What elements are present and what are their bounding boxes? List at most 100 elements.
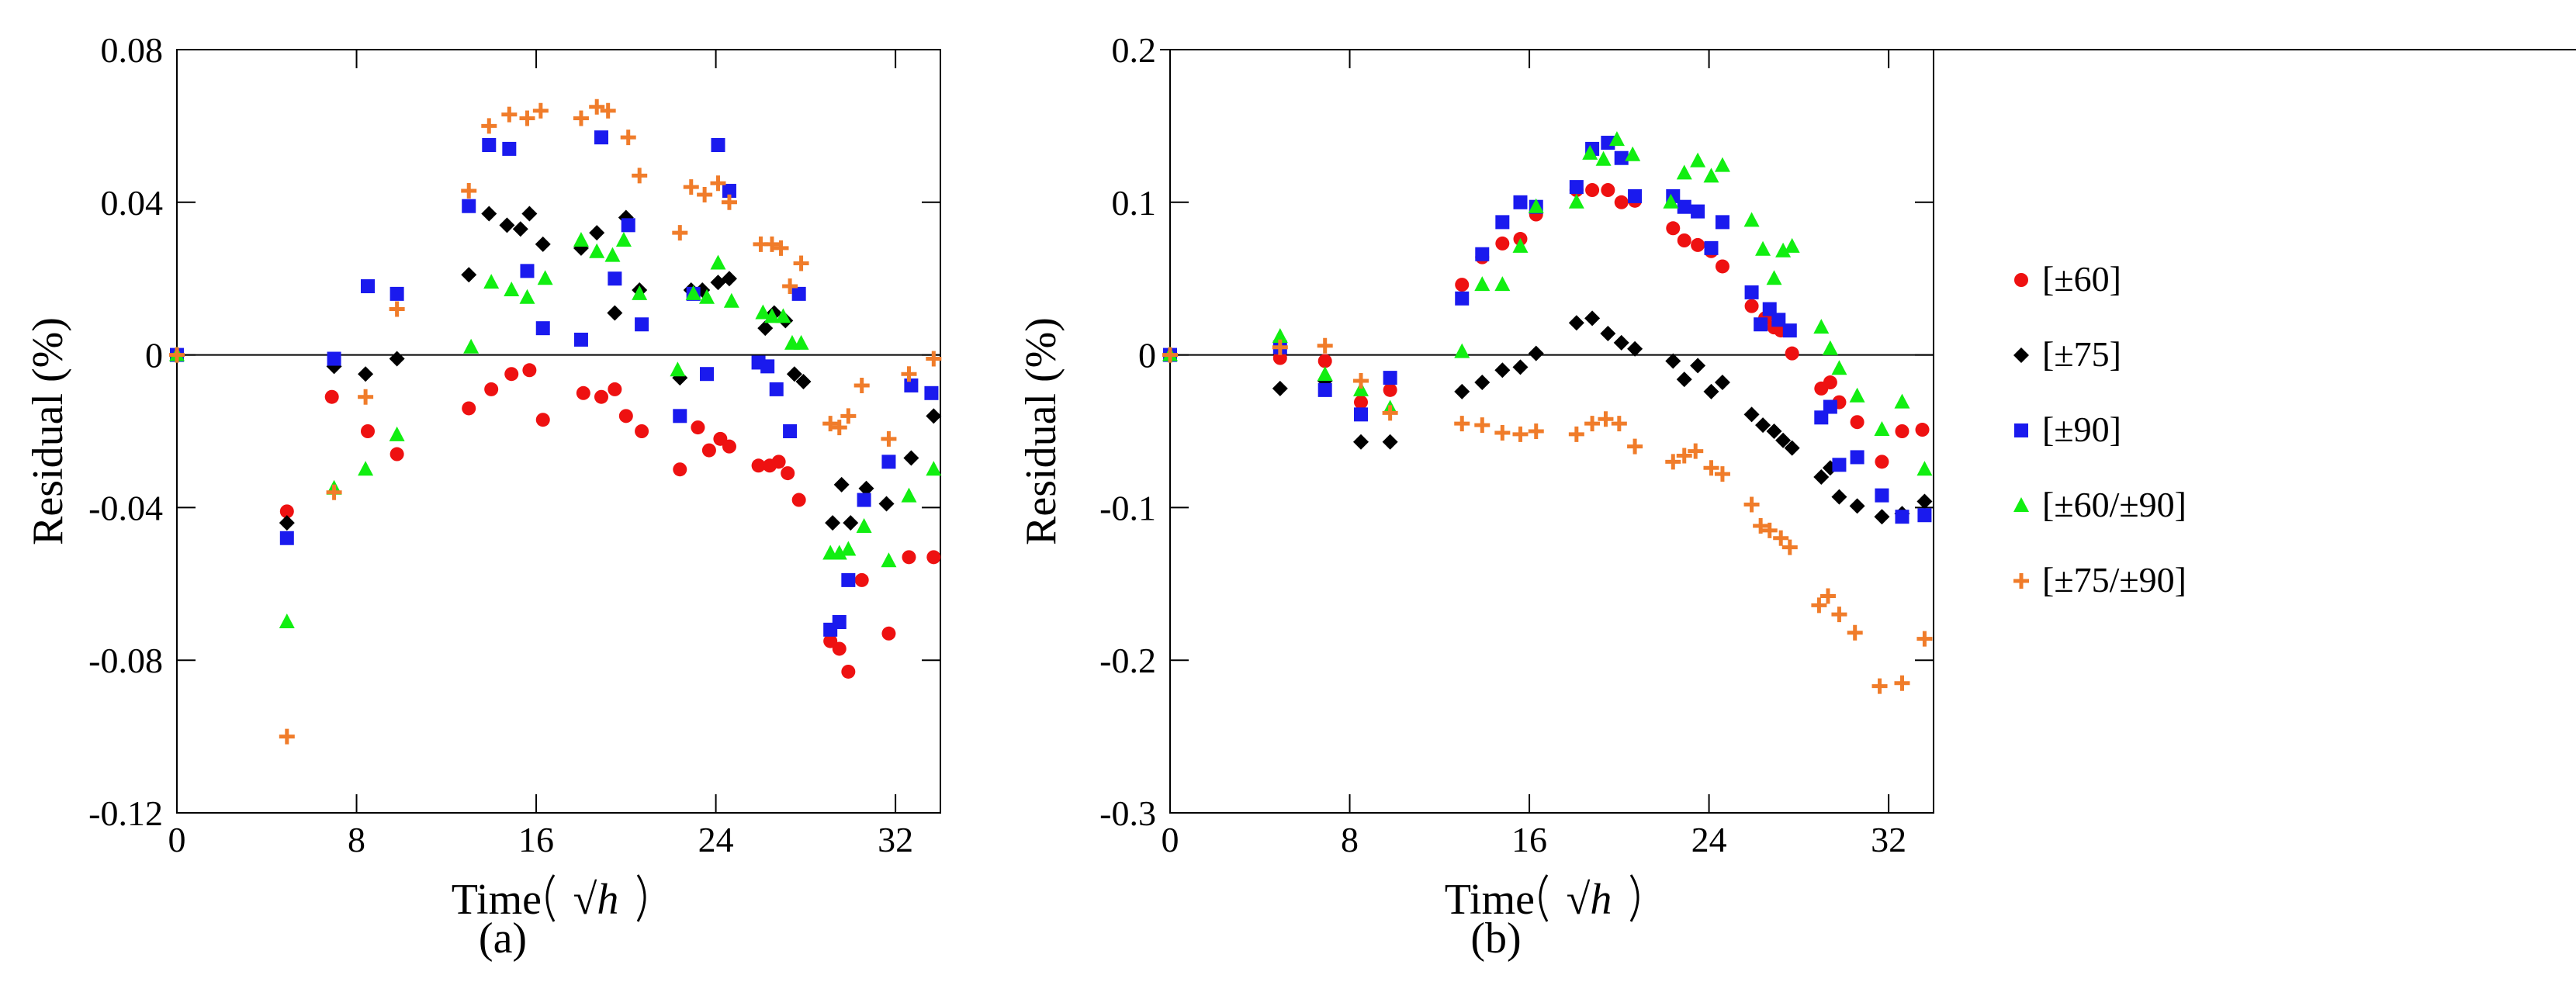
data-point-a-circle <box>361 424 375 438</box>
data-point-a-plus <box>573 110 589 126</box>
data-point-a-circle <box>279 504 294 519</box>
data-point-a-square <box>482 138 497 152</box>
chart-panel-a: 0.080.040-0.04-0.08-0.120 8 16 24 32Residual… <box>24 30 942 963</box>
data-point-b-plus <box>1761 522 1778 538</box>
data-point-b-plus <box>1916 631 1933 647</box>
data-point-a-plus <box>881 430 897 447</box>
data-point-b-diamond <box>1353 434 1369 450</box>
x-axis-label-unit-b: √h <box>1567 876 1612 924</box>
data-point-b-diamond <box>1494 362 1511 379</box>
data-point-a-diamond <box>843 515 859 531</box>
data-point-a-diamond <box>521 206 538 222</box>
data-point-a-diamond <box>858 480 874 496</box>
data-point-b-plus <box>1598 411 1614 427</box>
data-point-b-diamond <box>1627 340 1643 357</box>
data-point-a-diamond <box>279 515 295 531</box>
data-point-a-triangle <box>604 247 621 262</box>
data-point-a-circle <box>771 455 786 469</box>
data-point-a-square <box>769 382 784 396</box>
data-point-a-triangle <box>463 338 480 354</box>
data-point-a-plus <box>853 377 870 393</box>
data-point-b-plus <box>1611 416 1627 432</box>
data-point-b-square <box>1782 323 1797 338</box>
data-point-a-plus <box>519 110 535 126</box>
legend-marker-triangle <box>2013 497 2029 512</box>
y-tick-label-a: -0.08 <box>88 641 163 680</box>
data-point-b-diamond <box>1568 315 1584 331</box>
data-point-b-triangle <box>1784 237 1800 253</box>
data-point-b-square <box>1677 199 1691 214</box>
x-axis-label-paren-right-b <box>1629 874 1639 922</box>
data-point-b-triangle <box>1568 193 1584 209</box>
data-point-a-circle <box>722 439 736 454</box>
data-point-a-diamond <box>512 221 528 237</box>
data-point-a-triangle <box>483 274 500 289</box>
data-point-a-plus <box>710 175 726 192</box>
data-point-b-plus <box>1676 448 1692 464</box>
data-point-a-square <box>722 184 736 199</box>
data-point-a-plus <box>358 389 374 405</box>
data-point-a-square <box>390 286 404 301</box>
data-point-b-diamond <box>1849 498 1865 514</box>
x-tick-label-a: 8 <box>348 820 365 859</box>
series-a-3 <box>170 130 939 637</box>
plot-frame-b <box>1169 49 1934 814</box>
legend: [±60] [±75] [±90] [±60/±90] [±75/±90] <box>2013 259 2186 600</box>
data-point-b-diamond <box>1714 375 1730 391</box>
data-point-b-plus <box>1353 373 1369 389</box>
data-point-a-plus <box>600 102 616 119</box>
data-point-a-circle <box>781 466 795 481</box>
data-point-a-plus <box>793 255 809 271</box>
x-tick-label-b: 8 <box>1341 820 1359 859</box>
data-point-a-triangle <box>519 289 535 304</box>
data-point-b-plus <box>1847 624 1863 641</box>
y-tick-label-a: 0.04 <box>101 183 164 223</box>
data-point-b-circle <box>1895 424 1909 438</box>
data-point-a-circle <box>576 385 590 400</box>
data-point-b-triangle <box>1494 276 1511 292</box>
data-point-a-triangle <box>685 285 701 300</box>
data-point-a-diamond <box>607 305 623 321</box>
legend-item: [±75/±90] <box>2013 560 2186 600</box>
data-point-b-square <box>1762 302 1777 316</box>
data-point-a-diamond <box>535 236 551 252</box>
data-point-a-triangle <box>279 614 295 628</box>
data-point-b-triangle <box>1582 144 1598 160</box>
data-point-b-circle <box>1744 299 1759 313</box>
data-point-b-square <box>1715 215 1729 230</box>
data-point-b-circle <box>1317 354 1332 368</box>
data-point-a-square <box>673 409 687 423</box>
series-a-4 <box>169 232 942 628</box>
data-point-a-triangle <box>615 232 632 247</box>
data-point-b-circle <box>1495 236 1510 251</box>
data-point-a-diamond <box>903 450 919 466</box>
data-point-a-plus <box>763 236 780 252</box>
data-point-a-circle <box>484 382 499 396</box>
data-point-b-triangle <box>1766 270 1782 285</box>
data-point-b-diamond <box>1743 406 1760 423</box>
data-point-b-circle <box>1823 375 1837 390</box>
data-point-a-triangle <box>793 334 809 350</box>
data-point-a-triangle <box>670 361 686 377</box>
data-point-b-plus <box>1382 405 1398 421</box>
data-point-a-triangle <box>840 541 857 556</box>
data-point-b-plus <box>1714 466 1730 482</box>
data-point-a-diamond <box>926 408 942 424</box>
data-point-a-plus <box>532 102 549 119</box>
x-tick-label-a: 16 <box>518 820 554 859</box>
data-point-a-diamond <box>461 267 477 283</box>
data-point-b-square <box>1823 399 1837 414</box>
data-point-a-plus <box>326 484 342 500</box>
y-tick-label-b: -0.3 <box>1099 793 1156 833</box>
data-point-a-square <box>573 332 588 347</box>
data-point-a-triangle <box>632 285 648 300</box>
legend-item: [±75] <box>2013 334 2121 374</box>
data-point-a-plus <box>831 420 847 436</box>
data-point-b-diamond <box>1690 358 1706 374</box>
series-b-5 <box>1162 337 1933 694</box>
data-point-a-circle <box>832 641 847 656</box>
data-point-b-triangle <box>1690 152 1706 168</box>
data-point-b-square <box>1317 382 1332 397</box>
